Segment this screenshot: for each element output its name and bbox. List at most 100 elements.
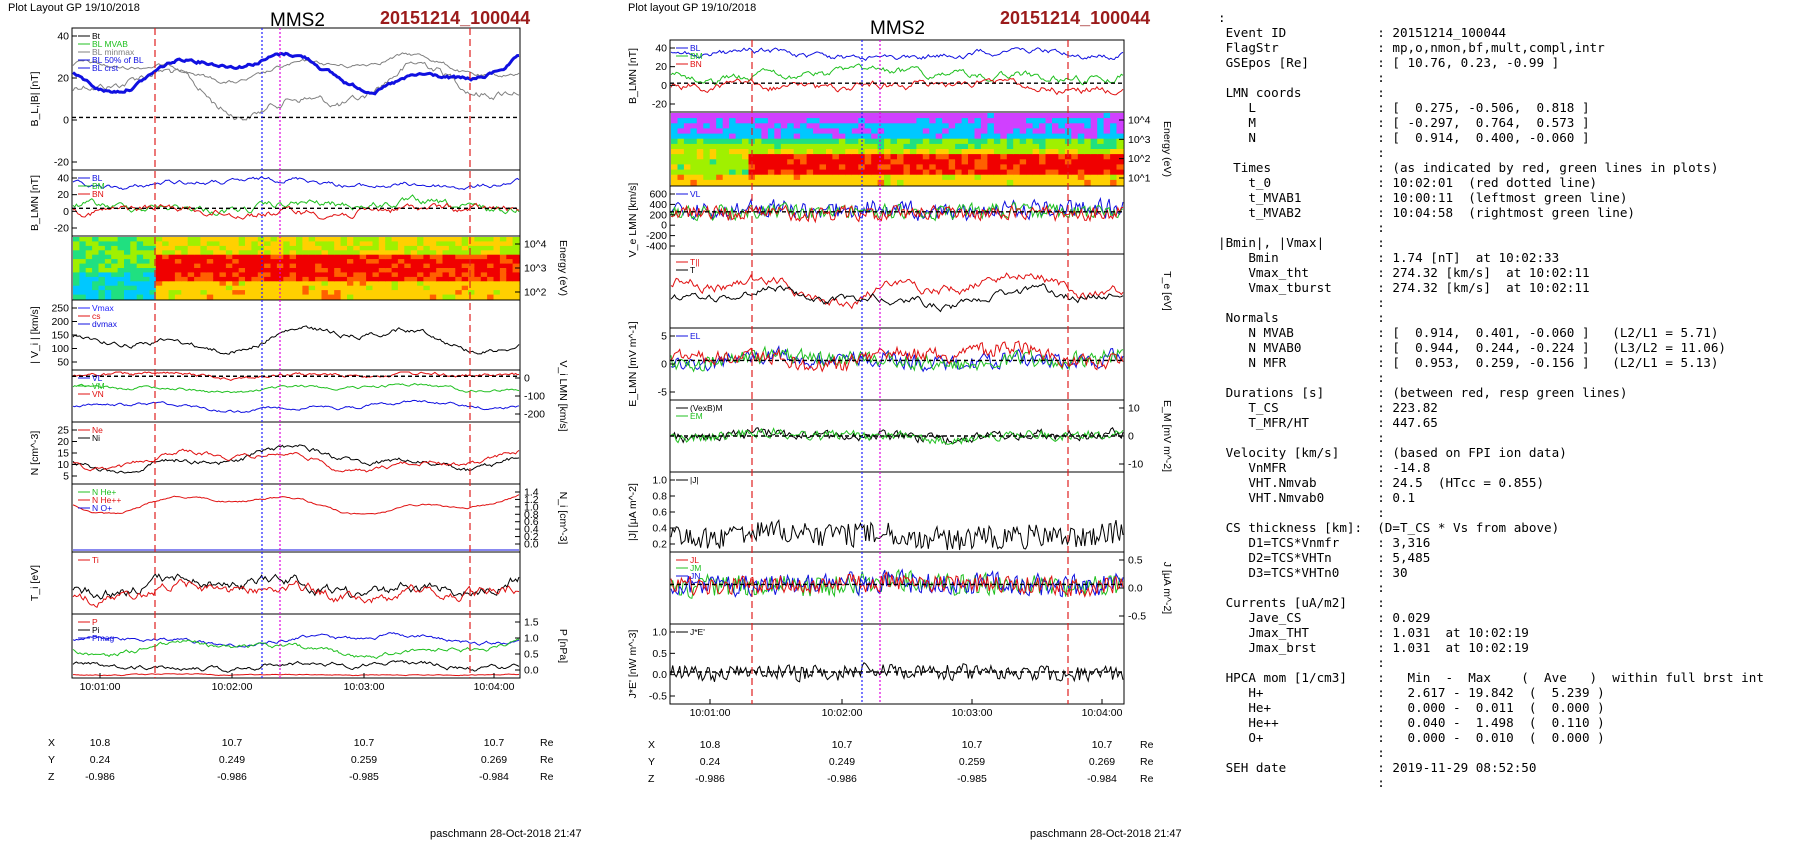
spectrogram-cell	[397, 250, 405, 256]
y-tick-label: 0.0	[524, 665, 539, 677]
spectrogram-cell	[871, 143, 879, 150]
spectrogram-cell	[677, 133, 685, 140]
spectrogram-cell	[117, 281, 125, 287]
spectrogram-cell	[512, 254, 520, 260]
spectrogram-cell	[735, 113, 743, 119]
spectrogram-cell	[149, 245, 157, 251]
spectrogram-cell	[890, 179, 898, 186]
spectrogram-cell	[774, 138, 782, 145]
spectrogram-cell	[423, 268, 431, 273]
spectrogram-cell	[480, 259, 488, 265]
trace-L7-0	[72, 494, 520, 515]
spectrogram-cell	[884, 118, 892, 124]
spectrogram-cell	[709, 113, 717, 119]
spectrogram-cell	[735, 123, 743, 129]
spectrogram-cell	[429, 254, 437, 260]
spectrogram-cell	[219, 294, 227, 300]
spectrogram-cell	[1006, 138, 1014, 145]
spectrogram-cell	[423, 254, 431, 260]
spectrogram-cell	[124, 290, 131, 296]
spectrogram-cell	[677, 169, 685, 176]
spectrogram-cell	[340, 276, 348, 282]
spectrogram-cell	[296, 276, 303, 282]
spectrogram-cell	[283, 294, 291, 300]
spectrogram-cell	[1039, 149, 1047, 155]
spectrogram-cell	[696, 123, 704, 129]
spectrogram-cell	[506, 259, 514, 265]
spectrogram-cell	[251, 254, 259, 260]
pos-table-value: 0.269	[481, 754, 507, 766]
spectrogram-cell	[130, 254, 138, 260]
spectrogram-cell	[130, 290, 138, 296]
spectrogram-cell	[499, 272, 507, 278]
spectrogram-cell	[929, 154, 937, 160]
spectrogram-cell	[391, 259, 399, 265]
spectrogram-cell	[709, 154, 717, 160]
spectrogram-cell	[245, 285, 252, 291]
spectrogram-cell	[219, 272, 227, 278]
y-tick-label: 40	[57, 173, 69, 185]
spectrogram-cell	[276, 241, 284, 247]
spectrogram-cell	[289, 241, 297, 247]
spectrogram-cell	[468, 281, 475, 287]
spectrogram-cell	[1032, 128, 1040, 135]
spectrogram-cell	[429, 285, 437, 291]
spectrogram-cell	[442, 237, 450, 242]
spectrogram-cell	[512, 250, 520, 256]
spectrogram-cell	[436, 250, 444, 256]
spectrogram-cell	[213, 272, 221, 278]
spectrogram-cell	[296, 268, 303, 273]
spectrogram-cell	[813, 128, 821, 135]
spectrogram-cell	[845, 169, 853, 176]
spectrogram-cell	[916, 174, 924, 181]
spectrogram-cell	[98, 254, 106, 260]
spectrogram-cell	[1090, 128, 1098, 135]
spectrogram-cell	[877, 133, 885, 140]
spectrogram-cell	[1071, 154, 1079, 160]
spectrogram-cell	[378, 259, 386, 265]
y-tick-label: 10^3	[1128, 134, 1151, 146]
spectrogram-cell	[321, 241, 329, 247]
legend-label: T	[690, 265, 695, 275]
spectrogram-cell	[296, 237, 303, 242]
spectrogram-cell	[864, 174, 872, 181]
spectrogram-cell	[410, 281, 418, 287]
spectrogram-cell	[716, 159, 724, 165]
spectrogram-cell	[512, 245, 520, 251]
spectrogram-cell	[136, 276, 144, 282]
spectrogram-cell	[987, 118, 995, 124]
spectrogram-cell	[922, 133, 930, 140]
spectrogram-cell	[270, 241, 278, 247]
spectrogram-cell	[257, 276, 265, 282]
spectrogram-cell	[238, 281, 246, 287]
spectrogram-cell	[742, 164, 750, 171]
spectrogram-cell	[493, 254, 501, 260]
spectrogram-cell	[213, 259, 221, 265]
spectrogram-cell	[1084, 143, 1092, 150]
y-tick-label: 10	[1128, 403, 1140, 415]
pos-table-value: 10.7	[832, 739, 853, 751]
spectrogram-cell	[187, 237, 195, 242]
spectrogram-cell	[225, 250, 233, 256]
info-line: FlagStr : mp,o,nmon,bf,mult,compl,intr	[1218, 40, 1605, 55]
spectrogram-cell	[461, 272, 469, 278]
spectrogram-cell	[512, 268, 520, 273]
spectrogram-cell	[448, 272, 456, 278]
spectrogram-cell	[124, 294, 131, 300]
spectrogram-cell	[455, 250, 463, 256]
spectrogram-cell	[709, 128, 717, 135]
spectrogram-cell	[347, 285, 354, 291]
spectrogram-cell	[974, 179, 982, 186]
spectrogram-cell	[1064, 113, 1072, 119]
y-tick-label: -200	[524, 409, 545, 421]
spectrogram-cell	[359, 290, 367, 296]
spectrogram-cell	[264, 237, 272, 242]
spectrogram-cell	[813, 154, 821, 160]
spectrogram-cell	[111, 281, 119, 287]
y-tick-label: -5	[658, 387, 667, 399]
spectrogram-cell	[423, 241, 431, 247]
spectrogram-cell	[716, 164, 724, 171]
spectrogram-cell	[851, 113, 859, 119]
y-axis-label: N [cm^-3]	[29, 431, 41, 476]
spectrogram-cell	[722, 179, 730, 186]
